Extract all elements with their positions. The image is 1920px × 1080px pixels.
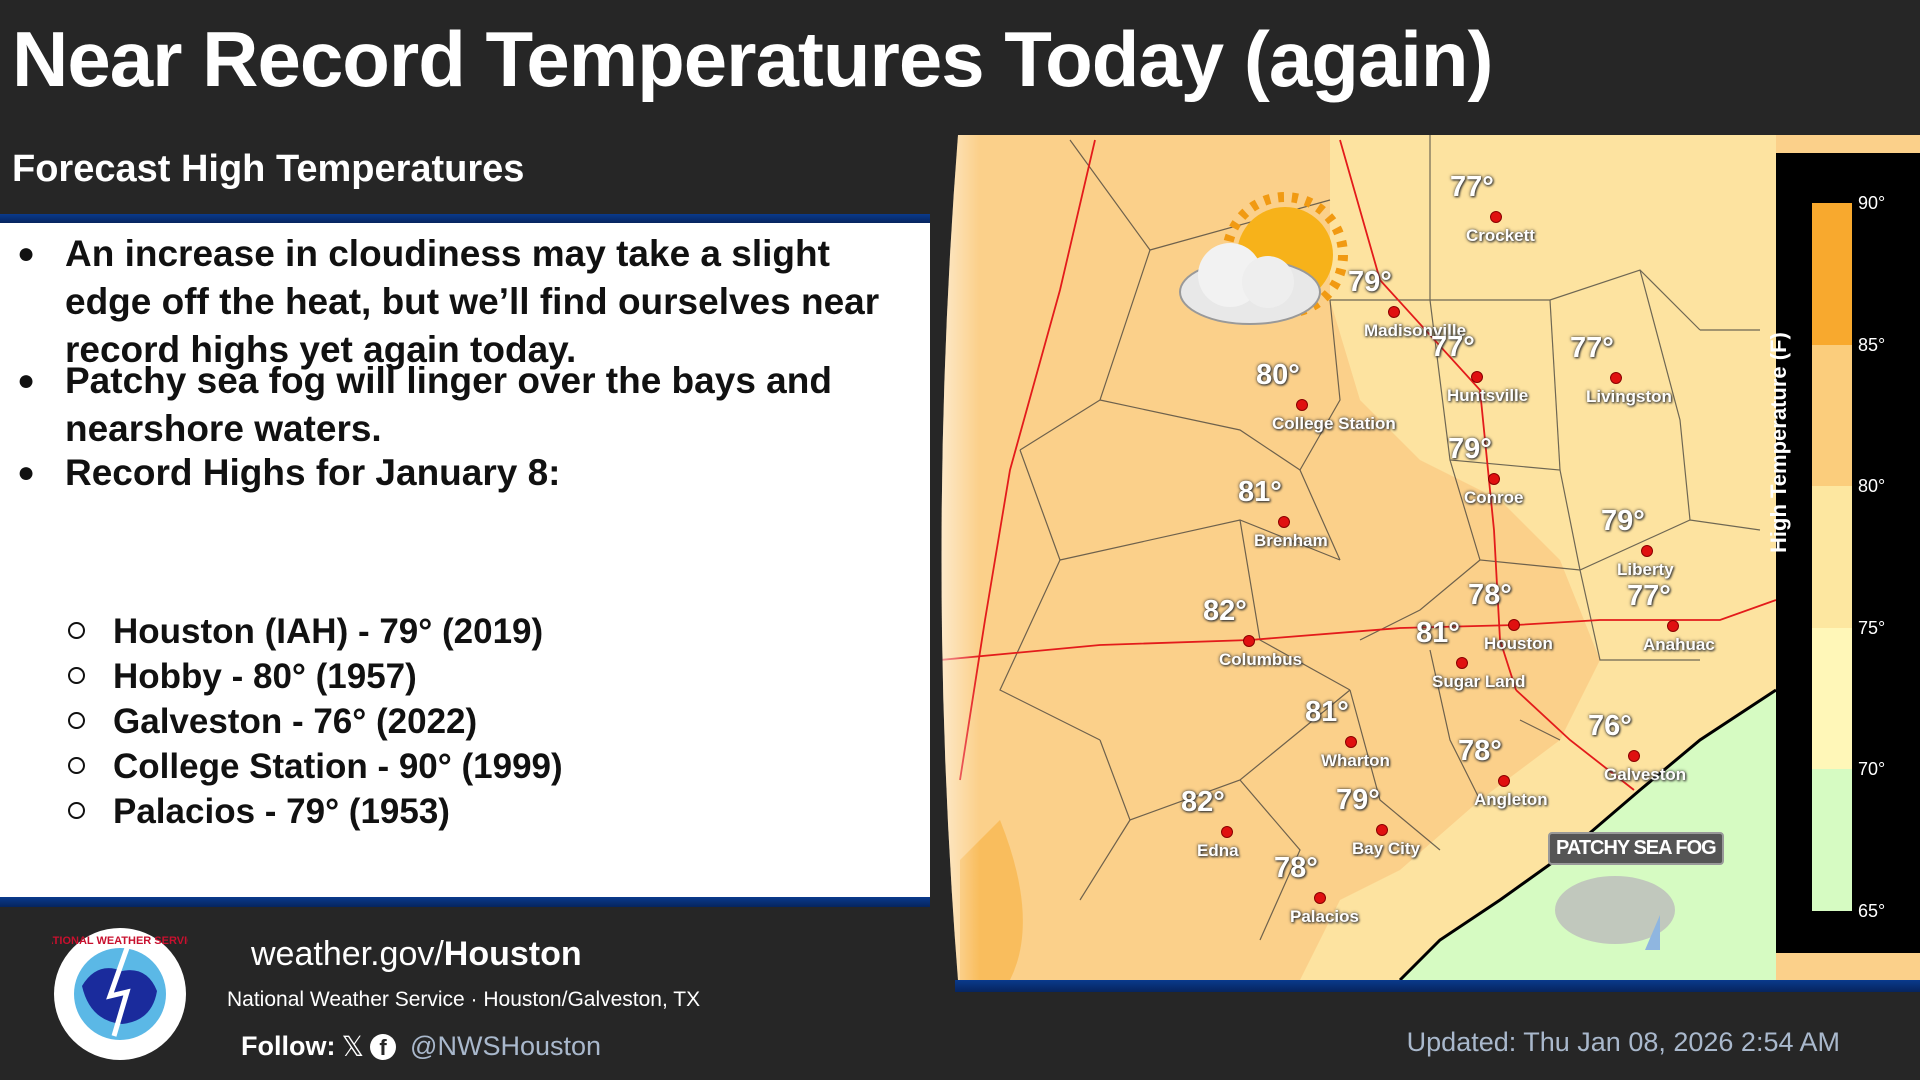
legend-swatch xyxy=(1812,203,1852,345)
city-name: Galveston xyxy=(1604,765,1687,784)
record-item: College Station - 90° (1999) xyxy=(68,747,563,787)
city-dot xyxy=(1628,750,1640,762)
legend-tick: 70° xyxy=(1858,759,1886,780)
legend-tick: 75° xyxy=(1858,617,1886,638)
record-item: Hobby - 80° (1957) xyxy=(68,657,417,697)
legend-swatch xyxy=(1812,627,1852,770)
city-name: Huntsville xyxy=(1447,386,1529,405)
subtitle: Forecast High Temperatures xyxy=(12,148,525,190)
legend-tick: 65° xyxy=(1858,901,1886,921)
partly-cloudy-icon xyxy=(1179,192,1348,325)
city-dot xyxy=(1221,826,1233,838)
legend: High Temperature (F) 90° 85° 80° 75° 70° 65° xyxy=(1766,153,1920,953)
city-name: Liberty xyxy=(1617,560,1674,579)
legend-swatch xyxy=(1812,344,1852,487)
city-name: College Station xyxy=(1272,414,1396,433)
svg-text:NATIONAL WEATHER SERVICE: NATIONAL WEATHER SERVICE xyxy=(52,935,188,947)
city-dot xyxy=(1490,211,1502,223)
page-title: Near Record Temperatures Today (again) xyxy=(12,15,1494,103)
fog-icon xyxy=(1555,876,1675,950)
city-temp: 79° xyxy=(1448,433,1492,465)
city-temp: 77° xyxy=(1570,332,1614,364)
city-temp: 79° xyxy=(1601,505,1645,537)
facebook-icon[interactable]: f xyxy=(370,1033,397,1060)
city-dot xyxy=(1471,371,1483,383)
org-name: National Weather Service · Houston/Galve… xyxy=(227,988,701,1011)
city-name: Palacios xyxy=(1290,907,1359,926)
city-temp: 81° xyxy=(1416,617,1460,649)
city-name: Wharton xyxy=(1321,751,1390,770)
city-temp: 79° xyxy=(1348,266,1392,298)
city-temp: 78° xyxy=(1274,852,1318,884)
bullet-text: Patchy sea fog will linger over the bays… xyxy=(65,360,832,449)
city-dot xyxy=(1345,736,1357,748)
city-dot xyxy=(1376,824,1388,836)
bullet-text: An increase in cloudiness may take a sli… xyxy=(65,233,880,370)
city-dot xyxy=(1243,635,1255,647)
city-temp: 82° xyxy=(1203,595,1247,627)
city-dot xyxy=(1278,516,1290,528)
legend-tick: 80° xyxy=(1858,476,1886,497)
city-temp: 82° xyxy=(1181,786,1225,818)
city-name: Houston xyxy=(1484,634,1553,653)
city-name: Angleton xyxy=(1474,790,1548,809)
city-dot xyxy=(1314,892,1326,904)
city-dot xyxy=(1610,372,1622,384)
legend-swatch xyxy=(1812,769,1852,911)
legend-swatch xyxy=(1812,486,1852,628)
legend-tick: 90° xyxy=(1858,193,1886,213)
city-temp: 77° xyxy=(1450,171,1494,203)
city-name: Crockett xyxy=(1466,226,1535,245)
city-name: Brenham xyxy=(1254,531,1328,550)
city-name: Conroe xyxy=(1464,488,1524,507)
city-name: Anahuac xyxy=(1643,635,1715,654)
city-temp: 77° xyxy=(1431,331,1475,363)
city-temp: 78° xyxy=(1458,735,1502,767)
record-item: Palacios - 79° (1953) xyxy=(68,792,450,832)
website-link[interactable]: weather.gov/Houston xyxy=(251,935,582,973)
divider xyxy=(0,214,930,223)
city-dot xyxy=(1296,399,1308,411)
city-dot xyxy=(1388,306,1400,318)
city-name: Livingston xyxy=(1586,387,1672,406)
city-dot xyxy=(1508,619,1520,631)
city-dot xyxy=(1456,657,1468,669)
record-item: Houston (IAH) - 79° (2019) xyxy=(68,612,543,652)
city-name: Sugar Land xyxy=(1432,672,1526,691)
legend-colorbar xyxy=(1812,203,1852,911)
fog-label: PATCHY SEA FOG xyxy=(1548,832,1724,865)
bullet-1: ● An increase in cloudiness may take a sl… xyxy=(17,233,880,370)
follow-label: Follow: xyxy=(241,1031,336,1061)
city-dot xyxy=(1488,473,1500,485)
city-name: Bay City xyxy=(1352,839,1421,858)
updated-timestamp: Updated: Thu Jan 08, 2026 2:54 AM xyxy=(1406,1027,1840,1057)
divider xyxy=(0,897,930,907)
social-follow: Follow: 𝕏 f @NWSHouston xyxy=(241,1030,601,1063)
city-temp: 77° xyxy=(1627,580,1671,612)
city-name: Columbus xyxy=(1219,650,1303,669)
bullet-text: Record Highs for January 8: xyxy=(65,452,561,493)
city-temp: 81° xyxy=(1238,476,1282,508)
legend-tick: 85° xyxy=(1858,334,1886,355)
city-dot xyxy=(1498,775,1510,787)
city-name: Edna xyxy=(1197,841,1239,860)
city-dot xyxy=(1641,545,1653,557)
city-dot xyxy=(1667,620,1679,632)
city-name: Madisonville xyxy=(1364,321,1467,340)
text-panel: ● An increase in cloudiness may take a sl… xyxy=(0,223,930,897)
legend-title: High Temperature (F) xyxy=(1766,332,1791,553)
city-temp: 79° xyxy=(1336,784,1380,816)
city-temp: 81° xyxy=(1305,696,1349,728)
city-temp: 78° xyxy=(1468,579,1512,611)
divider xyxy=(955,980,1920,992)
bullet-3: ● Record Highs for January 8: xyxy=(17,452,561,493)
city-temp: 80° xyxy=(1256,359,1300,391)
record-item: Galveston - 76° (2022) xyxy=(68,702,477,742)
city-temp: 76° xyxy=(1588,710,1632,742)
nws-logo: NATIONAL WEATHER SERVICE xyxy=(52,928,188,1060)
bullet-2: ● Patchy sea fog will linger over the bay… xyxy=(17,360,832,449)
x-icon[interactable]: 𝕏 xyxy=(341,1031,365,1062)
social-handle[interactable]: @NWSHouston xyxy=(410,1031,602,1061)
